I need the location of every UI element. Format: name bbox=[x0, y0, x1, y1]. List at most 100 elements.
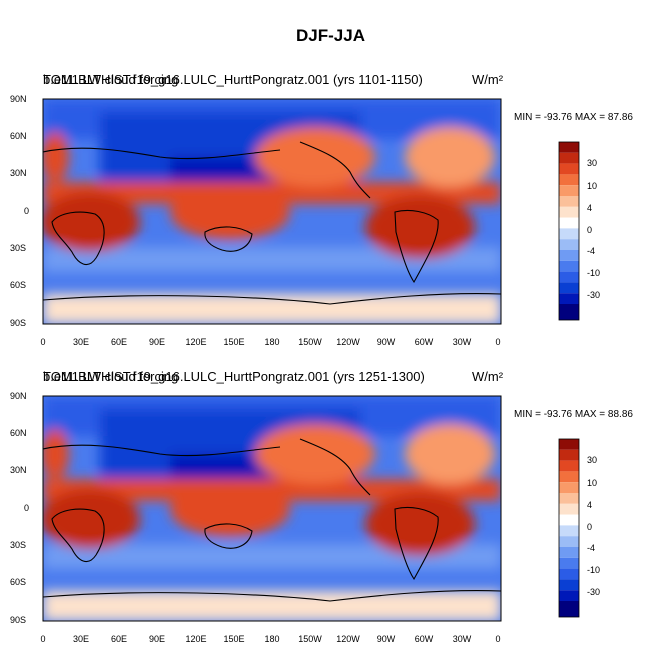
lon-label: 180 bbox=[264, 634, 279, 644]
lon-label: 180 bbox=[264, 337, 279, 347]
colorbar-swatch bbox=[559, 449, 579, 461]
lon-label: 90W bbox=[377, 634, 396, 644]
lon-label: 120E bbox=[185, 634, 206, 644]
panel-title: TOM1 LW cloud forcing b.e11.BLTHIST.f19_… bbox=[43, 369, 425, 384]
colorbar-label: 0 bbox=[587, 522, 592, 532]
units-label: W/m² bbox=[472, 72, 504, 87]
colorbar-swatch bbox=[559, 601, 579, 617]
colorbar-swatch bbox=[559, 482, 579, 493]
colorbar-swatch bbox=[559, 514, 579, 526]
min-max-label: MIN = -93.76 MAX = 87.86 bbox=[514, 112, 633, 123]
lon-label: 0 bbox=[40, 337, 45, 347]
colorbar-swatch bbox=[559, 217, 579, 229]
lon-label: 90W bbox=[377, 337, 396, 347]
colorbar-swatch bbox=[559, 282, 579, 294]
case-title: b.e11.BLTHIST.f19_g16.LULC_HurttPongratz… bbox=[43, 369, 425, 384]
colorbar-swatch bbox=[559, 196, 579, 207]
colorbar-swatch bbox=[559, 493, 579, 504]
map-svg: 90N 60N 30N 0 30S 60S 90S 0 30E 60E 90E … bbox=[10, 94, 600, 347]
colorbar-swatch bbox=[559, 163, 579, 175]
colorbar-swatch bbox=[559, 293, 579, 304]
colorbar-swatch bbox=[559, 568, 579, 580]
coastlines bbox=[43, 141, 501, 305]
colorbar-label: -4 bbox=[587, 543, 595, 553]
colorbar-swatch bbox=[559, 142, 579, 153]
lon-label: 60E bbox=[111, 337, 127, 347]
colorbar-label: -30 bbox=[587, 587, 600, 597]
colorbar-swatch bbox=[559, 590, 579, 601]
colorbar-label: -10 bbox=[587, 565, 600, 575]
lon-label: 150E bbox=[223, 337, 244, 347]
colorbar: 30 10 4 0 -4 -10 -30 bbox=[558, 141, 600, 321]
lon-label: 30W bbox=[453, 337, 472, 347]
lat-label: 90S bbox=[10, 318, 26, 328]
panel-top: 90N 60N 30N 0 30S 60S 90S 0 30E 60E 90E … bbox=[0, 62, 661, 362]
colorbar-swatch bbox=[559, 536, 579, 547]
colorbar-swatch bbox=[559, 471, 579, 483]
panel-title: TOM1 LW cloud forcing b.e11.BLTHIST.f19_… bbox=[43, 72, 423, 87]
colorbar-label: 30 bbox=[587, 158, 597, 168]
lat-label: 60N bbox=[10, 131, 27, 141]
lon-label: 90E bbox=[149, 634, 165, 644]
lat-label: 0 bbox=[24, 503, 29, 513]
colorbar-swatch bbox=[559, 260, 579, 272]
lon-label: 150W bbox=[298, 634, 322, 644]
lon-label: 0 bbox=[495, 337, 500, 347]
colorbar-label: 4 bbox=[587, 203, 592, 213]
lon-label: 30E bbox=[73, 337, 89, 347]
colorbar-swatch bbox=[559, 579, 579, 591]
lon-label: 30W bbox=[453, 634, 472, 644]
lon-label: 60W bbox=[415, 634, 434, 644]
colorbar-swatch bbox=[559, 557, 579, 569]
colorbar-swatch bbox=[559, 525, 579, 537]
colorbar-swatch bbox=[559, 185, 579, 196]
colorbar-label: 4 bbox=[587, 500, 592, 510]
lon-label: 150E bbox=[223, 634, 244, 644]
lon-label: 60E bbox=[111, 634, 127, 644]
contour-field bbox=[43, 99, 501, 324]
lat-label: 90S bbox=[10, 615, 26, 625]
lon-label: 150W bbox=[298, 337, 322, 347]
panel-bottom: 90N 60N 30N 0 30S 60S 90S 0 30E 60E 90E … bbox=[0, 359, 661, 659]
colorbar-label: -30 bbox=[587, 290, 600, 300]
colorbar-label: 30 bbox=[587, 455, 597, 465]
lat-label: 60S bbox=[10, 577, 26, 587]
lon-label: 0 bbox=[40, 634, 45, 644]
lat-label: 90N bbox=[10, 94, 27, 104]
colorbar-label: 10 bbox=[587, 181, 597, 191]
colorbar-label: -4 bbox=[587, 246, 595, 256]
case-title: b.e11.BLTHIST.f19_g16.LULC_HurttPongratz… bbox=[43, 72, 423, 87]
lon-label: 60W bbox=[415, 337, 434, 347]
colorbar-swatch bbox=[559, 304, 579, 320]
figure-title: DJF-JJA bbox=[296, 26, 365, 45]
lat-label: 0 bbox=[24, 206, 29, 216]
colorbar-swatch bbox=[559, 250, 579, 261]
lat-label: 30N bbox=[10, 168, 27, 178]
lat-label: 90N bbox=[10, 391, 27, 401]
colorbar-swatch bbox=[559, 206, 579, 218]
colorbar-label: -10 bbox=[587, 268, 600, 278]
contour-field bbox=[43, 396, 501, 621]
lat-label: 30S bbox=[10, 243, 26, 253]
variable-title: TOM1 LW cloud forcing bbox=[43, 72, 179, 87]
lon-label: 120W bbox=[336, 337, 360, 347]
colorbar-swatch bbox=[559, 271, 579, 283]
colorbar-swatch bbox=[559, 239, 579, 250]
lat-label: 60S bbox=[10, 280, 26, 290]
colorbar-swatch bbox=[559, 460, 579, 472]
lat-label: 30N bbox=[10, 465, 27, 475]
colorbar-swatch bbox=[559, 152, 579, 164]
colorbar-swatch bbox=[559, 228, 579, 240]
lon-label: 30E bbox=[73, 634, 89, 644]
lon-label: 120W bbox=[336, 634, 360, 644]
colorbar-label: 0 bbox=[587, 225, 592, 235]
lon-label: 120E bbox=[185, 337, 206, 347]
units-label: W/m² bbox=[472, 369, 504, 384]
lon-label: 90E bbox=[149, 337, 165, 347]
colorbar-swatch bbox=[559, 174, 579, 186]
lon-label: 0 bbox=[495, 634, 500, 644]
colorbar-label: 10 bbox=[587, 478, 597, 488]
coastlines bbox=[43, 438, 501, 602]
variable-title: TOM1 LW cloud forcing bbox=[43, 369, 179, 384]
colorbar-swatch bbox=[559, 439, 579, 450]
